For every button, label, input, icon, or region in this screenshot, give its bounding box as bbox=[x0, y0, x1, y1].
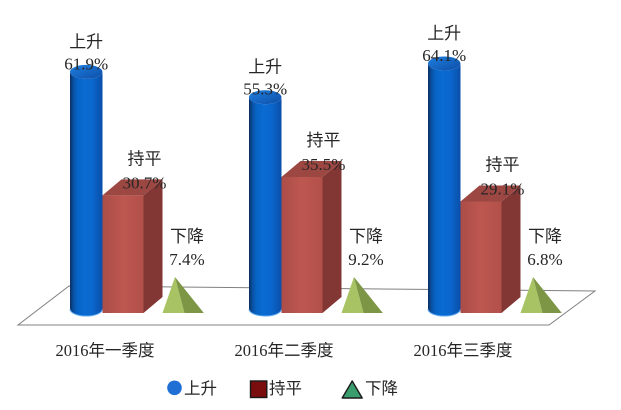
svg-text:6.8%: 6.8% bbox=[527, 250, 562, 269]
svg-text:55.3%: 55.3% bbox=[243, 80, 287, 99]
svg-text:下降: 下降 bbox=[528, 227, 562, 246]
svg-text:持平: 持平 bbox=[128, 149, 162, 168]
svg-text:下降: 下降 bbox=[170, 227, 204, 246]
svg-text:持平: 持平 bbox=[269, 379, 302, 398]
svg-text:35.5%: 35.5% bbox=[302, 155, 346, 174]
svg-text:持平: 持平 bbox=[307, 131, 341, 150]
svg-text:下降: 下降 bbox=[365, 379, 398, 398]
svg-text:上升: 上升 bbox=[427, 24, 461, 43]
svg-text:7.4%: 7.4% bbox=[169, 250, 204, 269]
svg-text:9.2%: 9.2% bbox=[348, 250, 383, 269]
svg-text:下降: 下降 bbox=[349, 227, 383, 246]
svg-text:2016年一季度: 2016年一季度 bbox=[56, 341, 155, 360]
svg-text:2016年三季度: 2016年三季度 bbox=[414, 341, 513, 360]
svg-text:上升: 上升 bbox=[248, 58, 282, 77]
svg-text:2016年二季度: 2016年二季度 bbox=[235, 341, 334, 360]
svg-text:30.7%: 30.7% bbox=[123, 173, 167, 192]
svg-text:持平: 持平 bbox=[486, 156, 520, 175]
svg-text:64.1%: 64.1% bbox=[422, 46, 466, 65]
svg-text:上升: 上升 bbox=[184, 379, 217, 398]
svg-text:61.9%: 61.9% bbox=[64, 54, 108, 73]
svg-text:上升: 上升 bbox=[69, 32, 103, 51]
svg-text:29.1%: 29.1% bbox=[481, 180, 525, 199]
